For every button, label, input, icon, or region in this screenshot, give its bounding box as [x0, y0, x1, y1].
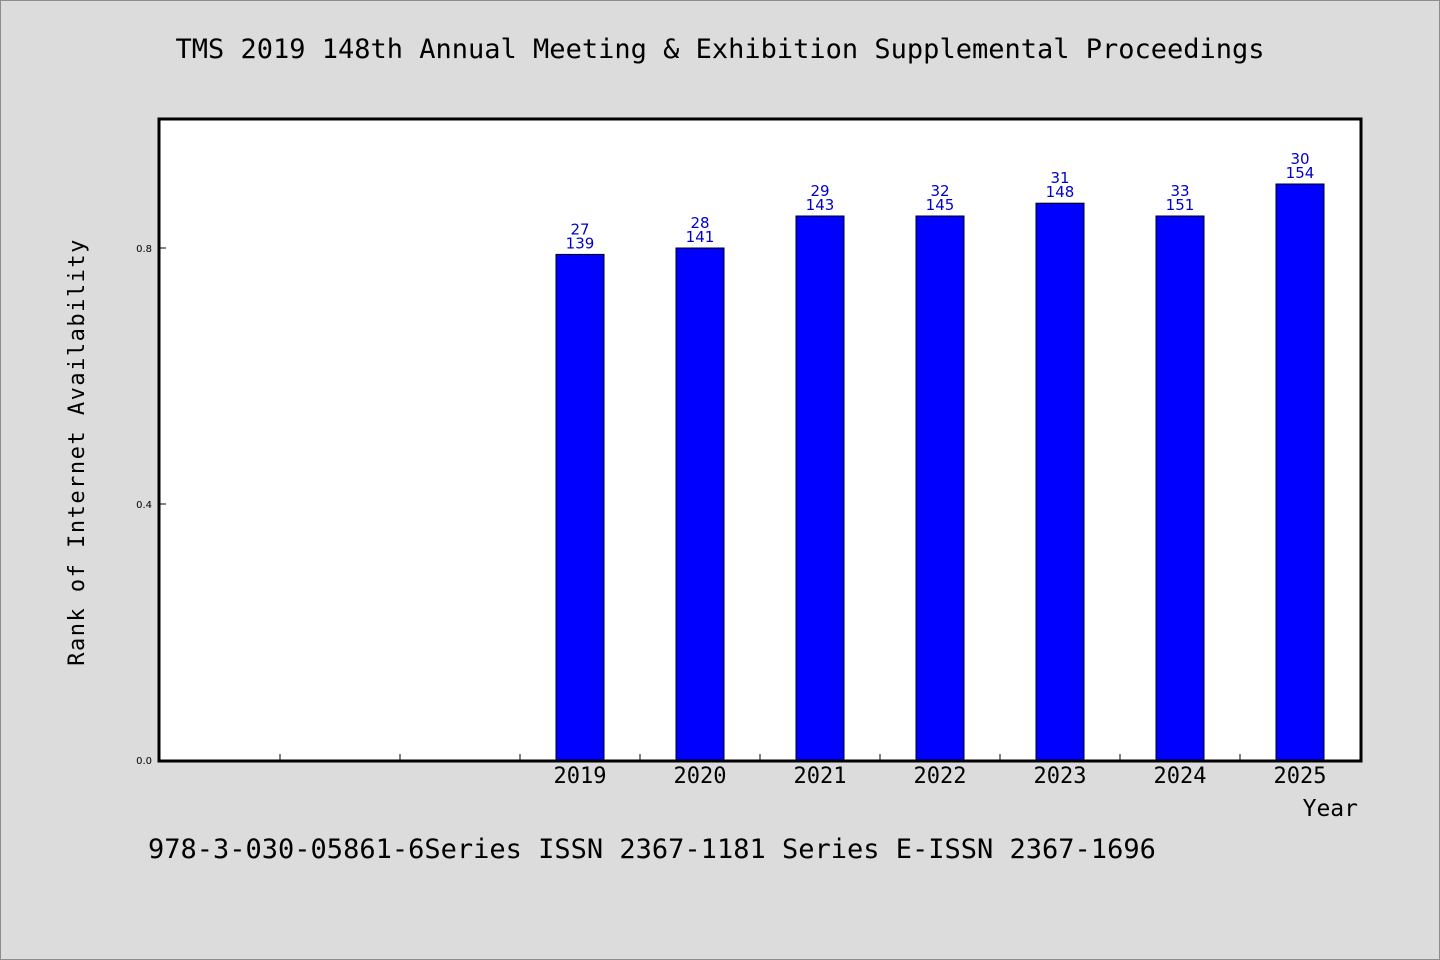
- x-tick-label: 2020: [674, 764, 727, 789]
- bar-label-bottom: 145: [926, 196, 955, 214]
- y-tick-label: 0.0: [136, 756, 152, 767]
- bar: [795, 215, 845, 761]
- bar-label-bottom: 139: [566, 234, 595, 252]
- bar: [1275, 183, 1325, 761]
- bar-label-top: 27: [570, 220, 589, 238]
- x-tick-label: 2021: [794, 764, 847, 789]
- bar-label-top: 32: [930, 182, 949, 200]
- x-tick-label: 2025: [1274, 764, 1327, 789]
- bar-label-bottom: 143: [806, 196, 835, 214]
- x-tick-label: 2022: [914, 764, 967, 789]
- bar-label-bottom: 141: [686, 228, 715, 246]
- bar: [1035, 202, 1085, 761]
- bar-label-top: 31: [1050, 169, 1069, 187]
- y-axis-label: Rank of Internet Availability: [65, 238, 90, 666]
- bar-label-top: 29: [810, 182, 829, 200]
- y-tick-label: 0.8: [136, 244, 152, 255]
- x-tick-label: 2019: [554, 764, 607, 789]
- x-tick-label: 2023: [1034, 764, 1087, 789]
- bar-label-bottom: 151: [1166, 196, 1195, 214]
- bar: [675, 247, 725, 761]
- bar-label-top: 30: [1290, 150, 1309, 168]
- bar-label-top: 28: [690, 214, 709, 232]
- chart-title: TMS 2019 148th Annual Meeting & Exhibiti…: [175, 34, 1265, 65]
- y-tick-label: 0.4: [136, 500, 152, 511]
- bar-label-bottom: 148: [1046, 183, 1075, 201]
- bar: [555, 253, 605, 761]
- x-axis-label: Year: [1303, 796, 1358, 822]
- bar-label-top: 33: [1170, 182, 1189, 200]
- bar-label-bottom: 154: [1286, 164, 1315, 182]
- x-tick-label: 2024: [1154, 764, 1207, 789]
- bar: [915, 215, 965, 761]
- isbn-issn-note: 978-3-030-05861-6Series ISSN 2367-1181 S…: [148, 834, 1156, 865]
- bar: [1155, 215, 1205, 761]
